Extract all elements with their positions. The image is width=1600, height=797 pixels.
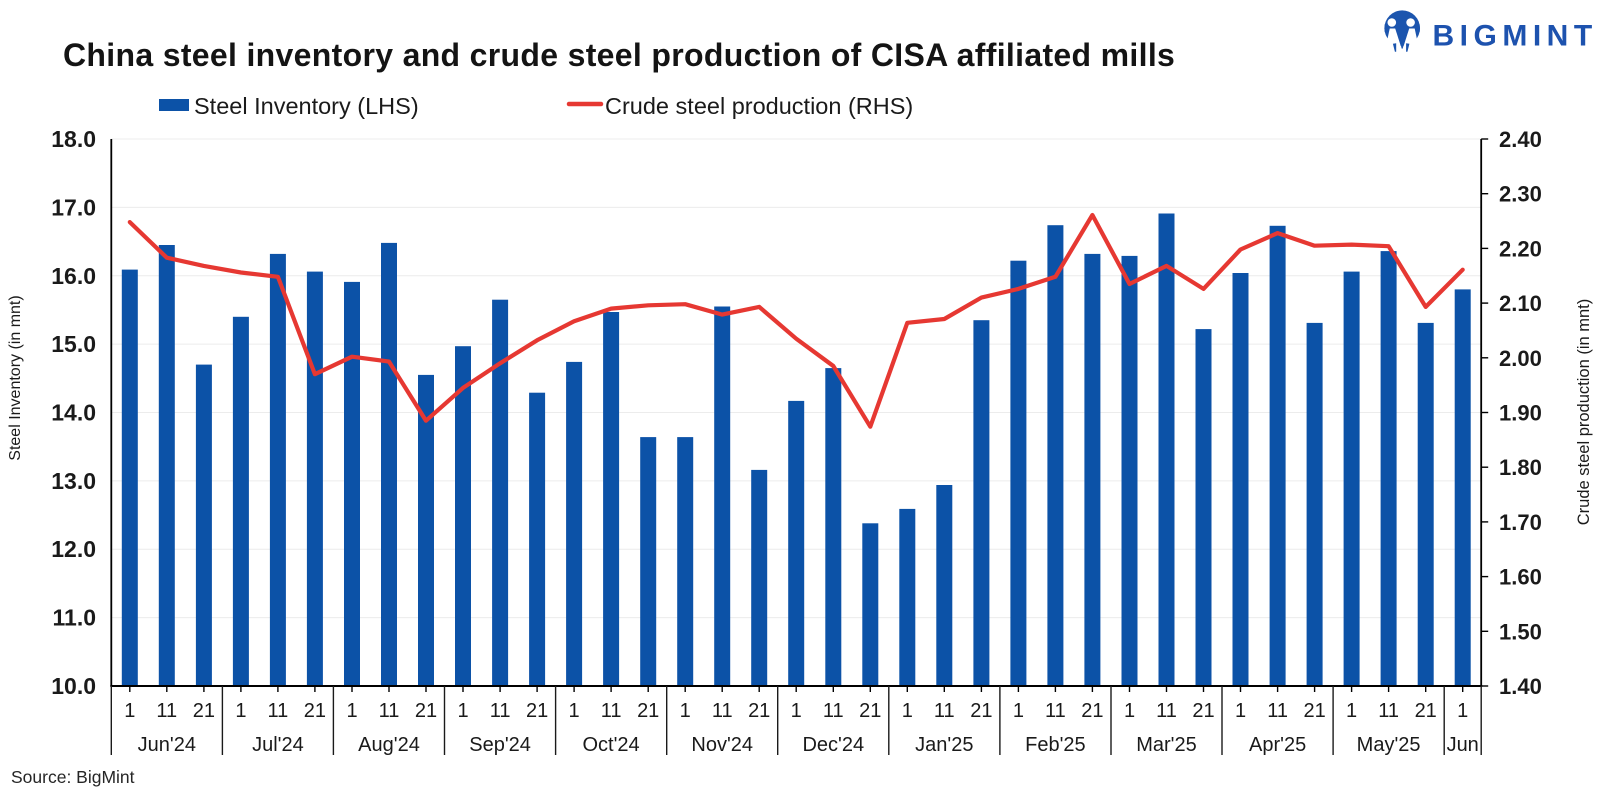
svg-text:1: 1 (1013, 700, 1024, 722)
svg-text:Oct'24: Oct'24 (583, 734, 640, 756)
svg-text:21: 21 (970, 700, 992, 722)
svg-text:BIGMINT: BIGMINT (1433, 20, 1598, 53)
svg-text:Source: BigMint: Source: BigMint (11, 767, 135, 787)
svg-text:May'25: May'25 (1357, 734, 1421, 756)
svg-text:11: 11 (823, 700, 844, 722)
svg-text:15.0: 15.0 (51, 331, 96, 357)
svg-text:11: 11 (379, 700, 400, 722)
svg-text:11: 11 (1045, 700, 1066, 722)
svg-text:1.90: 1.90 (1499, 401, 1542, 426)
svg-text:Jun: Jun (1447, 734, 1479, 756)
svg-text:21: 21 (193, 700, 215, 722)
svg-text:1: 1 (569, 700, 580, 722)
svg-text:1: 1 (457, 700, 468, 722)
svg-text:21: 21 (304, 700, 326, 722)
svg-text:Steel Inventory (in mnt): Steel Inventory (in mnt) (7, 295, 24, 460)
svg-text:18.0: 18.0 (51, 126, 96, 152)
svg-text:1.60: 1.60 (1499, 565, 1542, 590)
svg-text:11.0: 11.0 (53, 605, 97, 631)
svg-text:Steel Inventory (LHS): Steel Inventory (LHS) (194, 93, 419, 119)
svg-text:Jan'25: Jan'25 (915, 734, 973, 756)
svg-text:Jul'24: Jul'24 (252, 734, 304, 756)
svg-text:1: 1 (902, 700, 913, 722)
svg-text:11: 11 (156, 700, 177, 722)
svg-text:10.0: 10.0 (51, 673, 96, 699)
svg-text:Nov'24: Nov'24 (691, 734, 753, 756)
svg-text:Crude steel production (in mnt: Crude steel production (in mnt) (1575, 299, 1593, 526)
svg-text:11: 11 (934, 700, 955, 722)
svg-text:21: 21 (1303, 700, 1325, 722)
svg-text:11: 11 (601, 700, 622, 722)
svg-text:1: 1 (1124, 700, 1135, 722)
svg-text:13.0: 13.0 (51, 468, 96, 494)
svg-text:1: 1 (791, 700, 802, 722)
svg-text:21: 21 (1415, 700, 1437, 722)
svg-text:1.80: 1.80 (1499, 455, 1542, 480)
svg-text:1.50: 1.50 (1499, 619, 1542, 644)
svg-text:11: 11 (490, 700, 511, 722)
svg-text:11: 11 (1156, 700, 1177, 722)
svg-text:Dec'24: Dec'24 (802, 734, 864, 756)
svg-text:21: 21 (415, 700, 437, 722)
svg-text:2.20: 2.20 (1499, 236, 1542, 261)
svg-text:1: 1 (680, 700, 691, 722)
svg-text:Sep'24: Sep'24 (469, 734, 531, 756)
svg-text:Mar'25: Mar'25 (1136, 734, 1197, 756)
svg-text:Apr'25: Apr'25 (1249, 734, 1306, 756)
svg-text:Crude steel production (RHS): Crude steel production (RHS) (605, 93, 913, 119)
svg-text:21: 21 (748, 700, 770, 722)
svg-text:Jun'24: Jun'24 (138, 734, 196, 756)
svg-text:1: 1 (235, 700, 246, 722)
svg-text:2.00: 2.00 (1499, 346, 1542, 371)
svg-text:1: 1 (346, 700, 357, 722)
svg-text:11: 11 (712, 700, 733, 722)
svg-text:1: 1 (124, 700, 135, 722)
svg-text:Feb'25: Feb'25 (1025, 734, 1086, 756)
svg-text:11: 11 (1267, 700, 1288, 722)
svg-text:21: 21 (526, 700, 548, 722)
svg-text:14.0: 14.0 (51, 400, 96, 426)
svg-text:21: 21 (1192, 700, 1214, 722)
svg-text:1: 1 (1235, 700, 1246, 722)
svg-text:1: 1 (1346, 700, 1357, 722)
svg-text:11: 11 (1378, 700, 1399, 722)
svg-text:21: 21 (637, 700, 659, 722)
svg-text:2.40: 2.40 (1499, 127, 1542, 152)
svg-text:2.30: 2.30 (1499, 182, 1542, 207)
svg-text:China steel inventory and crud: China steel inventory and crude steel pr… (63, 37, 1175, 73)
svg-text:2.10: 2.10 (1499, 291, 1542, 316)
svg-text:21: 21 (859, 700, 881, 722)
svg-text:1.40: 1.40 (1499, 674, 1542, 699)
svg-text:1.70: 1.70 (1499, 510, 1542, 535)
svg-text:1: 1 (1457, 700, 1468, 722)
svg-text:11: 11 (268, 700, 289, 722)
svg-text:Aug'24: Aug'24 (358, 734, 420, 756)
svg-text:16.0: 16.0 (51, 263, 96, 289)
svg-text:12.0: 12.0 (51, 536, 96, 562)
svg-text:17.0: 17.0 (51, 194, 96, 220)
svg-text:21: 21 (1081, 700, 1103, 722)
